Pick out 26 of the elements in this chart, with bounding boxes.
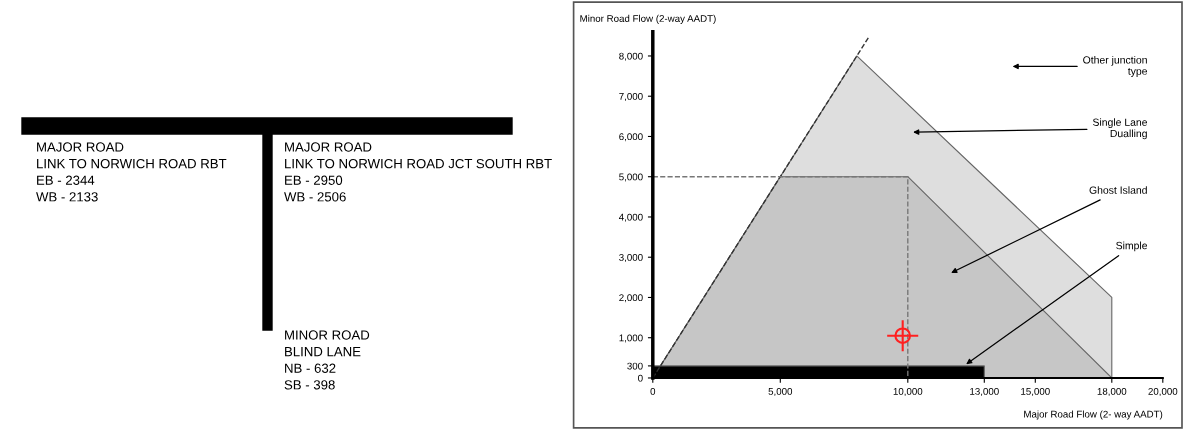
x-axis-title: Major Road Flow (2- way AADT) — [1024, 410, 1163, 420]
y-axis-title: Minor Road Flow (2-way AADT) — [580, 14, 716, 24]
x-tick-label: 5,000 — [768, 387, 793, 396]
text: MAJOR ROAD LINK TO NORWICH ROAD RBT EB - 2344 WB - 2133 — [36, 142, 227, 202]
x-tick-label: 20,000 — [1148, 387, 1178, 396]
y-tick-label: 1,000 — [619, 334, 643, 343]
x-tick-label: 10,000 — [893, 387, 923, 396]
annotation: Single Lane Dualling — [1092, 118, 1148, 140]
y-tick-label: 5,000 — [619, 173, 643, 182]
y-tick-label: 2,000 — [619, 294, 643, 303]
text: MAJOR ROAD LINK TO NORWICH ROAD JCT SOUTH RBT EB - 2950 WB - 2506 — [284, 142, 552, 202]
x-tick-label: 13,000 — [970, 387, 999, 396]
text: MINOR ROAD BLIND LANE NB - 632 SB - 398 — [284, 330, 370, 390]
x-tick-label: 0 — [650, 387, 656, 395]
y-tick-label: 0 — [638, 374, 643, 382]
x-tick-label: 18,000 — [1097, 387, 1127, 396]
annotation: Ghost Island — [1089, 186, 1147, 194]
y-tick-label: 3,000 — [619, 253, 643, 262]
x-tick-label: 15,000 — [1021, 387, 1050, 396]
y-tick-label: 6,000 — [619, 133, 643, 142]
annotation: Other junction type — [1083, 55, 1148, 77]
annotation: Simple — [1116, 241, 1148, 252]
y-tick-label: 7,000 — [619, 92, 643, 101]
y-tick-label: 4,000 — [618, 213, 643, 222]
y-tick-label: 300 — [627, 362, 643, 370]
y-tick-label: 8,000 — [619, 52, 643, 61]
